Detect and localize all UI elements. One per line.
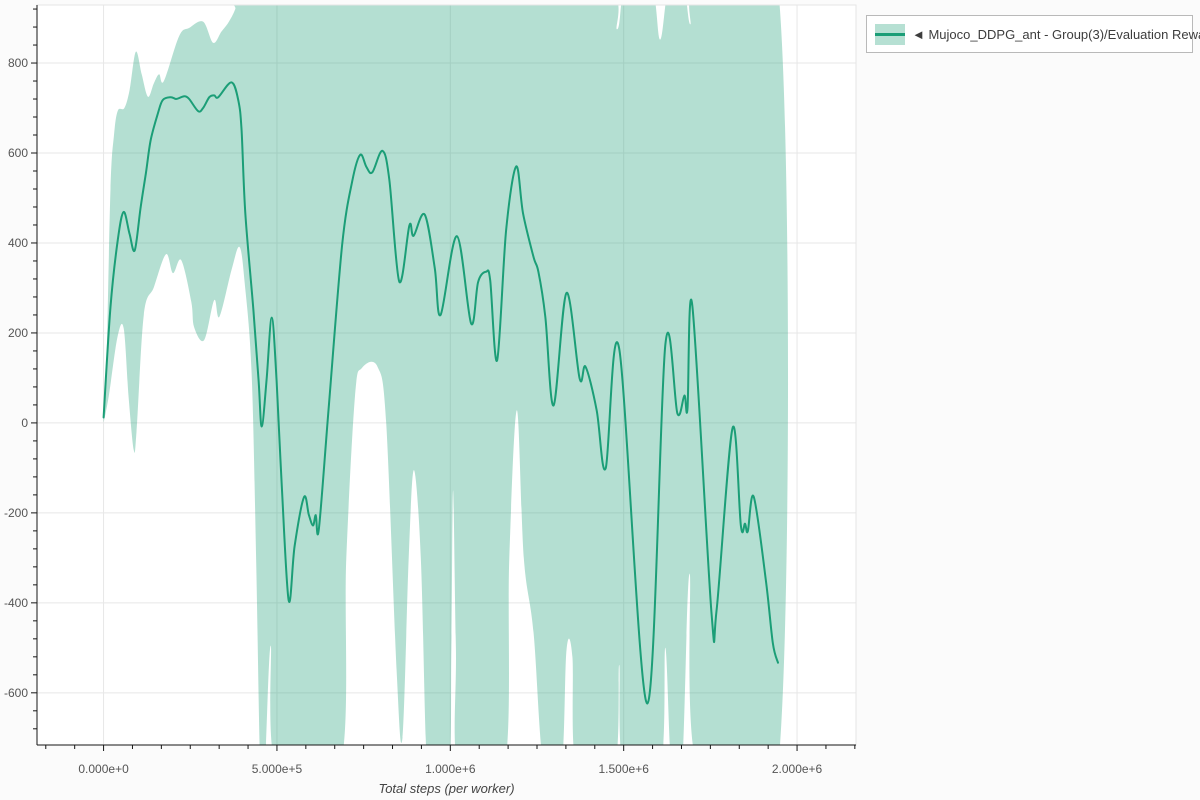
confidence-band [103,5,789,745]
y-tick-label: -200 [4,506,28,520]
y-tick-label: 200 [8,326,28,340]
mean-line [102,81,779,705]
x-tick-label: 5.000e+5 [252,762,303,776]
tick-labels: 0.000e+0 5.000e+5 1.000e+6 1.500e+6 2.000e+6… [4,56,823,776]
y-tick-label: 800 [8,56,28,70]
y-tick-label: 600 [8,146,28,160]
x-tick-label: 0.000e+0 [78,762,129,776]
axes [31,5,856,751]
legend-label: ◄ Mujoco_DDPG_ant - Group(3)/Evaluation … [912,26,1200,42]
legend-swatch-band [875,23,905,45]
legend[interactable]: ◄ Mujoco_DDPG_ant - Group(3)/Evaluation … [866,15,1200,53]
y-tick-label: 0 [21,416,28,430]
x-tick-label: 1.500e+6 [598,762,649,776]
y-tick-label: -600 [4,686,28,700]
plot-area [37,5,856,745]
legend-swatch-line [875,32,905,36]
y-tick-label: -400 [4,596,28,610]
x-tick-label: 1.000e+6 [425,762,476,776]
series-layer [102,5,789,745]
x-tick-label: 2.000e+6 [772,762,823,776]
y-tick-label: 400 [8,236,28,250]
x-axis-title: Total steps (per worker) [378,781,515,796]
